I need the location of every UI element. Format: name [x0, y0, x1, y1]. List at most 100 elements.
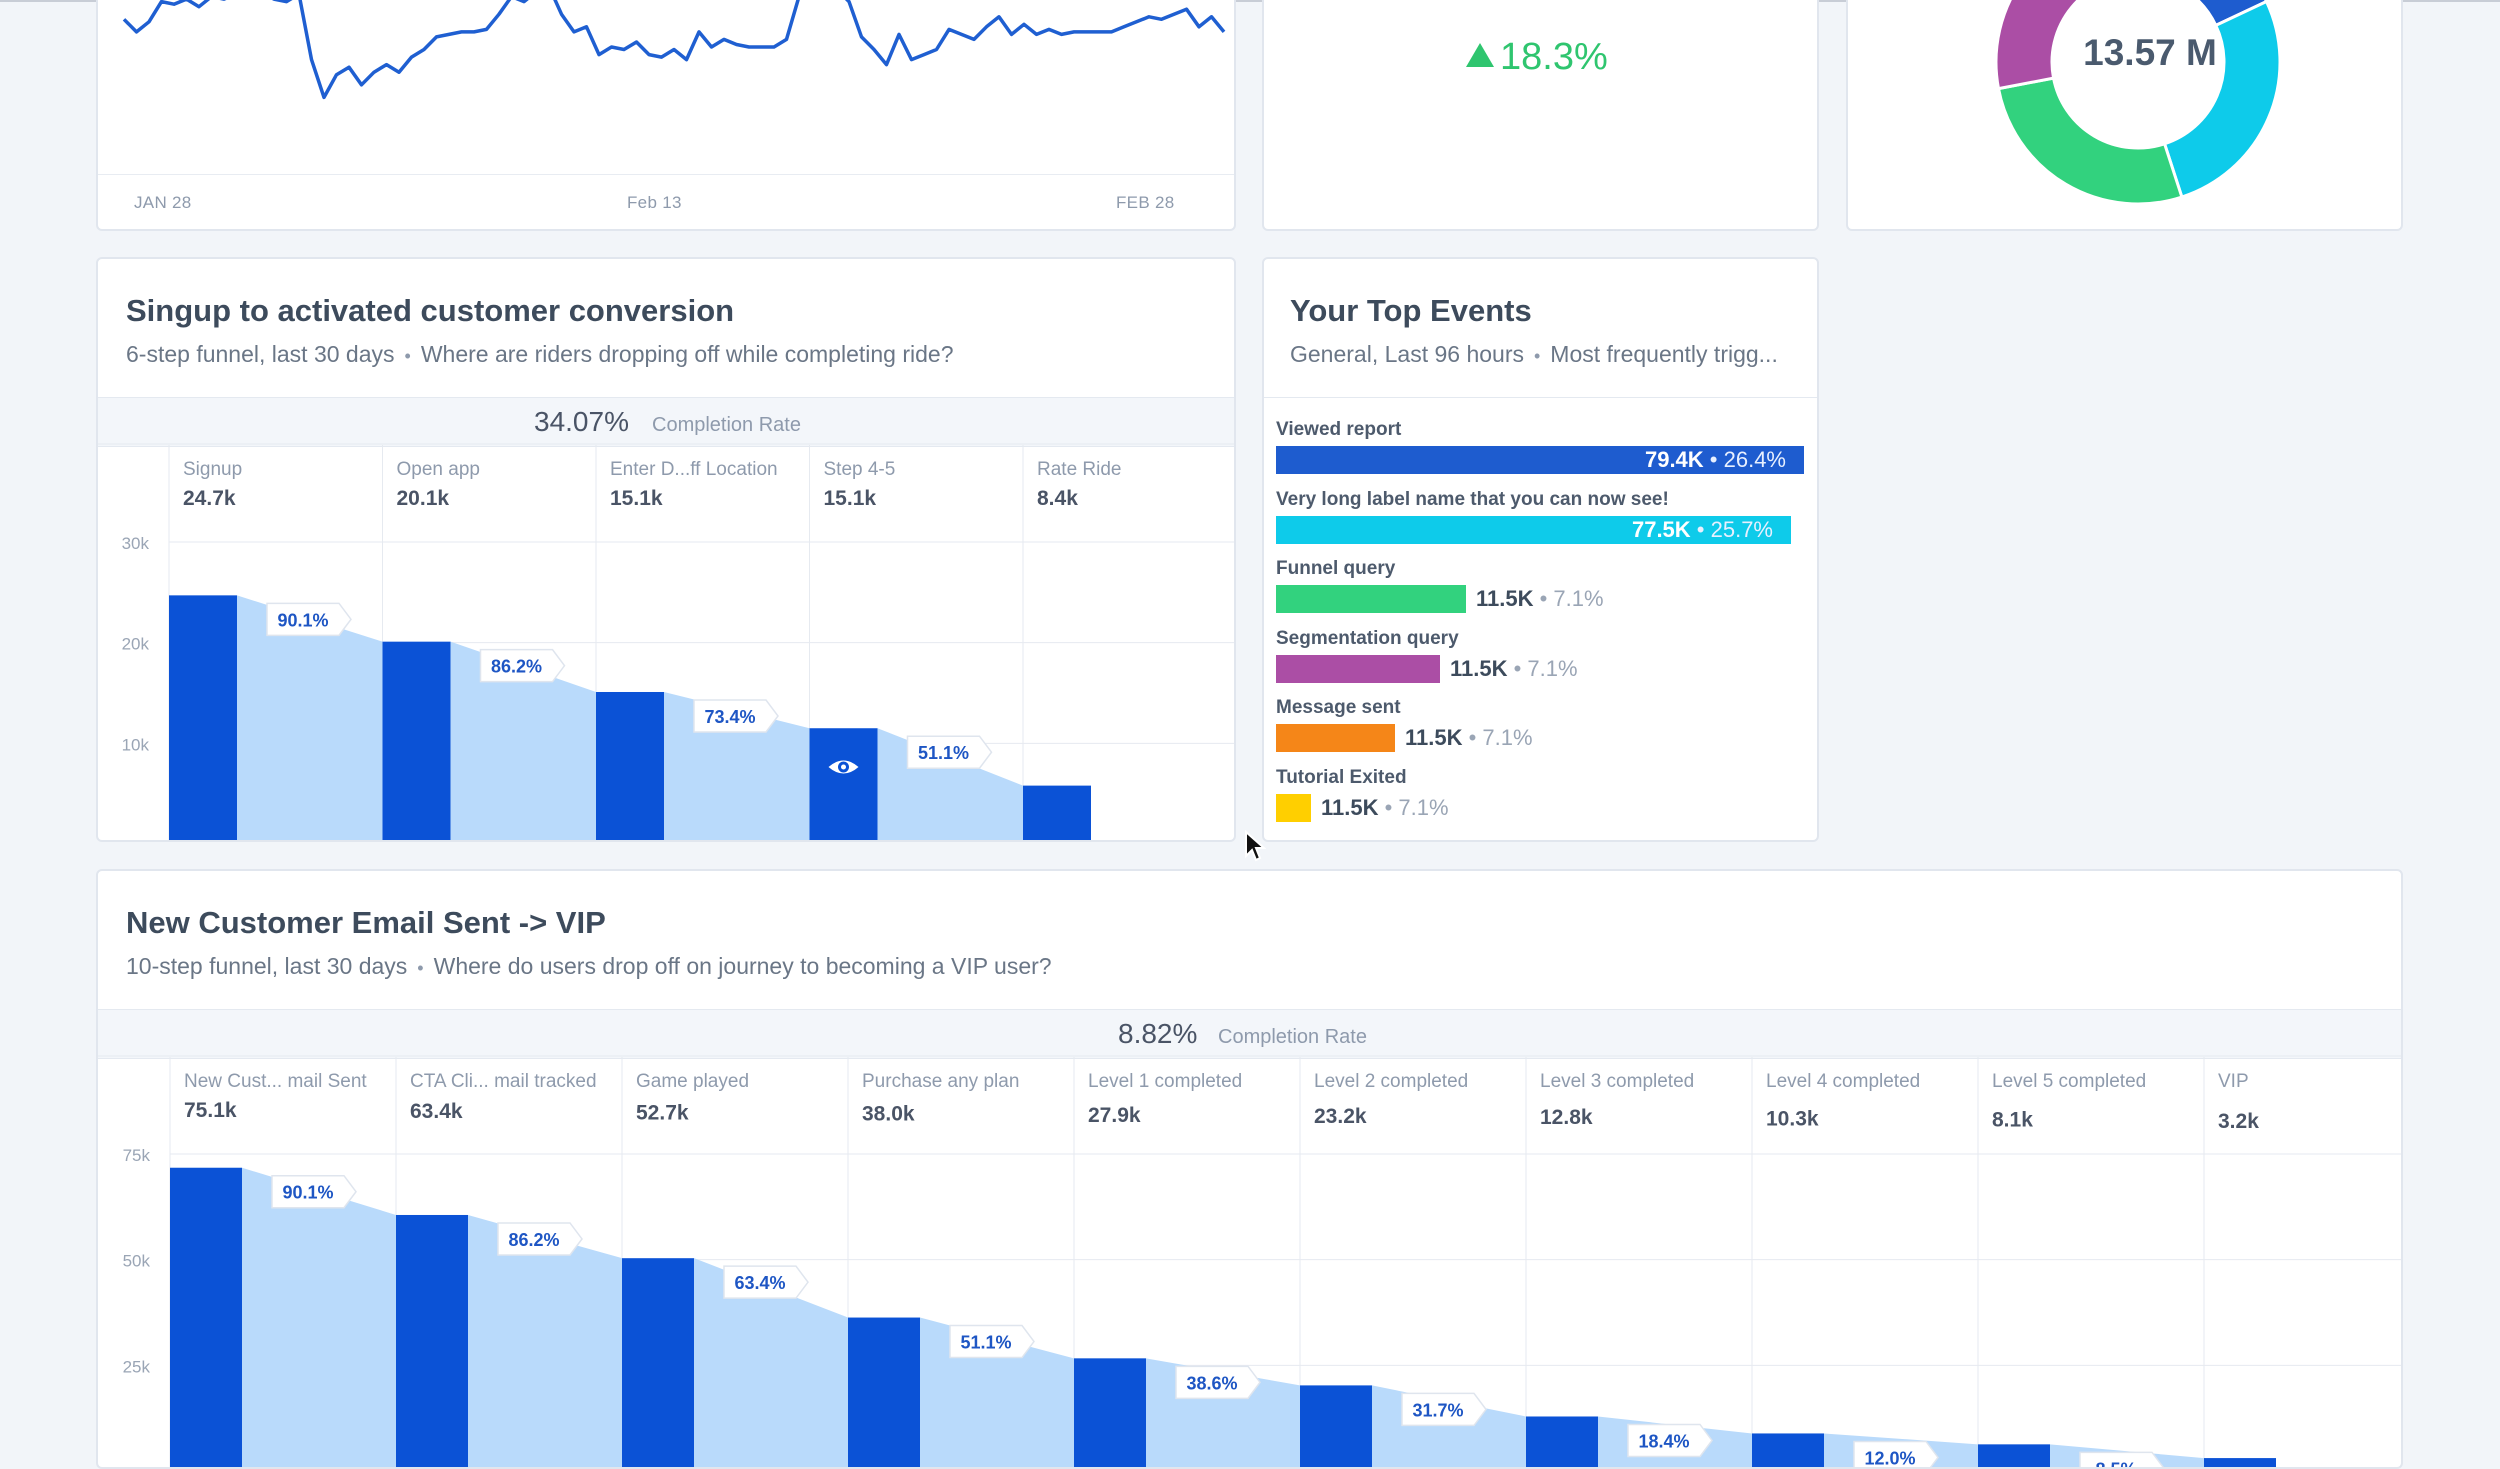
line-chart-baseline — [98, 174, 1234, 175]
funnel1-subtitle-question: Where are riders dropping off while comp… — [420, 341, 954, 367]
funnel2-subtitle-period: 10-step funnel, last 30 days — [126, 953, 408, 979]
funnel-bar[interactable] — [169, 595, 237, 842]
kpi-card: 18.3% — [1262, 0, 1819, 231]
funnel1-subtitle: 6-step funnel, last 30 days • Where are ri… — [126, 341, 954, 368]
event-value: 11.5K • 7.1% — [1450, 656, 1578, 682]
kpi-change-value: 18.3% — [1500, 36, 1608, 78]
event-percent: • 7.1% — [1533, 586, 1604, 611]
funnel-bar[interactable] — [1300, 1385, 1372, 1469]
funnel-bar[interactable] — [396, 1214, 468, 1469]
funnel-step-count: 63.4k — [410, 1100, 463, 1123]
funnel-bar[interactable] — [1526, 1416, 1598, 1469]
line-series — [122, 0, 1226, 100]
event-label: Viewed report — [1276, 419, 1402, 440]
top-events-title: Your Top Events — [1290, 293, 1532, 328]
funnel-step-count: 20.1k — [397, 487, 450, 510]
funnel-bar[interactable] — [622, 1258, 694, 1469]
event-bar[interactable] — [1276, 654, 1440, 683]
funnel1-title: Singup to activated customer conversion — [126, 293, 735, 328]
donut-slice[interactable] — [1996, 76, 2184, 206]
event-bar[interactable] — [1276, 724, 1395, 752]
funnel-bar[interactable] — [1074, 1358, 1146, 1469]
event-label: Message sent — [1276, 697, 1401, 718]
funnel-card-vip: New Customer Email Sent -> VIP 10-step f… — [96, 869, 2403, 1469]
event-bar[interactable] — [1276, 515, 1791, 544]
event-bar[interactable] — [1276, 793, 1311, 822]
funnel-bar[interactable] — [596, 691, 664, 842]
funnel-step-count: 12.8k — [1540, 1106, 1593, 1129]
funnel-step-count: 8.1k — [1992, 1109, 2033, 1132]
funnel1-completion-value: 34.07% — [534, 406, 629, 437]
top-events-divider — [1264, 397, 1817, 398]
conversion-badge — [1627, 1423, 1713, 1458]
funnel-bar[interactable] — [1978, 1444, 2050, 1469]
top-events-card: Your Top Events General, Last 96 hours • M… — [1262, 257, 1819, 842]
funnel-bar[interactable] — [1023, 785, 1091, 842]
conversion-badge — [906, 735, 993, 769]
conversion-badge — [949, 1324, 1035, 1359]
conversion-badge — [266, 602, 352, 637]
event-percent: • 7.1% — [1507, 655, 1578, 681]
event-count: 11.5K — [1321, 794, 1379, 820]
event-count: 77.5K — [1631, 516, 1691, 542]
funnel-step-count: 23.2k — [1314, 1105, 1367, 1128]
conversion-badge — [723, 1265, 809, 1299]
dropoff-area — [450, 641, 596, 840]
funnel1-subtitle-period: 6-step funnel, last 30 days — [126, 341, 395, 367]
event-percent: • 7.1% — [1378, 794, 1449, 820]
event-value: 11.5K • 7.1% — [1476, 586, 1604, 612]
conversion-rate: 12.0% — [1864, 1448, 1915, 1468]
funnel-step-name: Level 4 completed — [1766, 1071, 1920, 1092]
mouse-cursor-icon — [1245, 830, 1266, 862]
y-tick-label: 20k — [122, 635, 150, 654]
kpi-change: 18.3% — [1466, 36, 1608, 79]
funnel-step-count: 75.1k — [184, 1099, 237, 1122]
funnel-bar[interactable] — [1752, 1433, 1824, 1469]
eye-icon[interactable] — [828, 760, 859, 774]
donut-chart — [1994, 0, 2282, 206]
dropoff-area — [242, 1167, 396, 1467]
funnel-step-name: Rate Ride — [1037, 459, 1122, 480]
separator-dot: • — [417, 958, 424, 978]
funnel2-completion-value: 8.82% — [1118, 1018, 1198, 1049]
event-value: 79.4K • 26.4% — [1645, 447, 1786, 473]
funnel-bar[interactable] — [809, 728, 878, 842]
conversion-badge — [1175, 1365, 1261, 1400]
conversion-rate: 86.2% — [491, 657, 542, 677]
conversion-badge — [479, 648, 566, 683]
event-label: Segmentation query — [1276, 627, 1459, 649]
conversion-rate: 31.7% — [1412, 1400, 1463, 1420]
funnel-bar[interactable] — [170, 1167, 242, 1469]
y-tick-label: 10k — [122, 735, 150, 754]
donut-slice[interactable] — [1994, 0, 2138, 91]
funnel-bar[interactable] — [2204, 1458, 2276, 1469]
conversion-rate: 63.4% — [734, 1273, 785, 1293]
donut-card: 13.57 M — [1846, 0, 2403, 231]
event-label: Funnel query — [1276, 558, 1396, 579]
funnel-step-count: 15.1k — [610, 487, 663, 510]
separator-dot: • — [404, 346, 411, 366]
x-label-start: JAN 28 — [134, 193, 192, 212]
conversion-badge — [271, 1174, 357, 1209]
funnel2-completion-label: Completion Rate — [1218, 1026, 1367, 1048]
line-chart — [122, 0, 1226, 100]
dropoff-area — [694, 1258, 848, 1467]
funnel1-completion-label: Completion Rate — [652, 414, 801, 436]
donut-slice[interactable] — [2162, 0, 2282, 199]
event-bar[interactable] — [1276, 446, 1804, 474]
funnel-bar[interactable] — [382, 641, 451, 842]
event-count: 11.5K — [1450, 655, 1508, 681]
funnel-step-name: VIP — [2218, 1071, 2249, 1092]
funnel-bar[interactable] — [848, 1317, 920, 1469]
top-events-subtitle-desc: Most frequently trigg... — [1550, 341, 1778, 367]
event-count: 79.4K — [1644, 447, 1704, 472]
dropoff-area — [468, 1214, 622, 1467]
funnel-step-count: 38.0k — [862, 1103, 915, 1126]
funnel-step-name: Purchase any plan — [862, 1071, 1019, 1092]
conversion-rate: 8.5% — [2095, 1459, 2136, 1469]
event-bar[interactable] — [1276, 585, 1466, 613]
event-count: 11.5K — [1405, 725, 1463, 750]
conversion-rate: 90.1% — [277, 610, 328, 630]
funnel-step-count: 3.2k — [2218, 1110, 2259, 1133]
event-label: Tutorial Exited — [1276, 766, 1407, 788]
